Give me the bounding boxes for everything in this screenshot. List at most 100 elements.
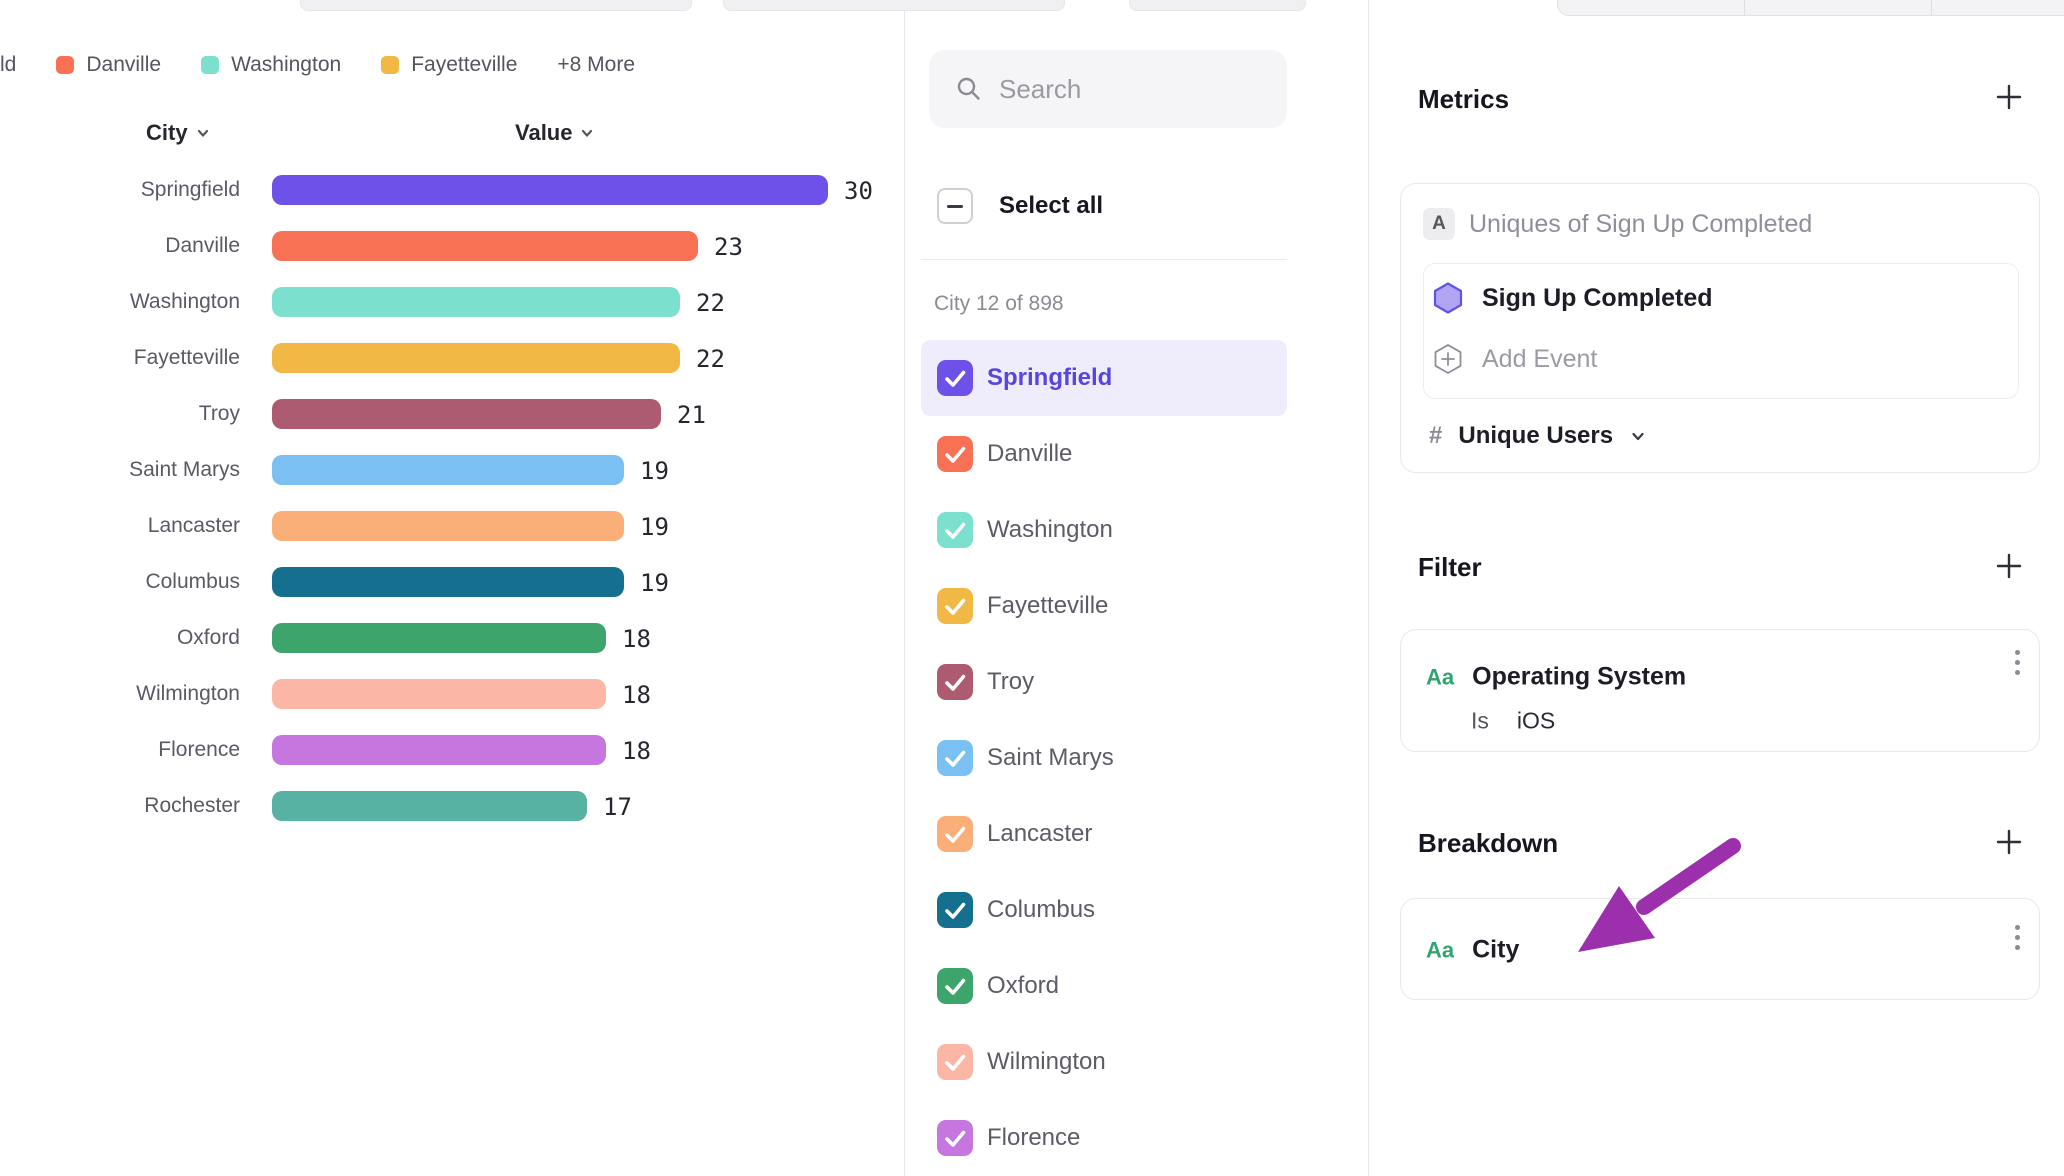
search-input[interactable] [997, 72, 1271, 106]
city-list-item[interactable]: Springfield [921, 340, 1287, 416]
city-label: Wilmington [987, 1048, 1106, 1075]
add-metric-button[interactable] [1994, 82, 2024, 112]
city-checkbox[interactable] [937, 740, 973, 776]
hash-icon: # [1429, 422, 1443, 449]
bar-value-label: 23 [714, 233, 743, 261]
city-checkbox[interactable] [937, 436, 973, 472]
bar[interactable] [272, 231, 698, 261]
legend-item[interactable]: Washington [201, 53, 341, 77]
city-checkbox[interactable] [937, 1120, 973, 1156]
column-header-value[interactable]: Value [515, 119, 595, 147]
search-icon [957, 77, 980, 100]
bar[interactable] [272, 287, 680, 317]
city-list-item[interactable]: Washington [921, 492, 1287, 568]
cutoff-toolbar-chip[interactable] [723, 0, 1065, 11]
measure-selector[interactable]: # Unique Users [1429, 422, 1647, 450]
bar[interactable] [272, 735, 606, 765]
segment-tab[interactable] [1745, 0, 1932, 15]
cutoff-toolbar-chip[interactable] [1129, 0, 1306, 11]
check-icon [945, 750, 966, 767]
filter-kebab-menu[interactable] [2005, 650, 2029, 675]
city-checkbox[interactable] [937, 664, 973, 700]
legend-item[interactable]: Danville [56, 53, 161, 77]
city-list-item[interactable]: Florence [921, 1100, 1287, 1176]
legend-swatch [201, 56, 220, 74]
segment-tab[interactable] [1932, 0, 2064, 15]
add-event-label: Add Event [1482, 344, 1598, 373]
legend-item[interactable]: Fayetteville [381, 53, 517, 77]
check-icon [945, 978, 966, 995]
breakdown-kebab-menu[interactable] [2005, 925, 2029, 950]
city-checkbox[interactable] [937, 816, 973, 852]
bar-value-label: 18 [622, 625, 651, 653]
bar[interactable] [272, 623, 606, 653]
add-breakdown-button[interactable] [1994, 827, 2024, 857]
legend-label: Danville [86, 53, 162, 76]
city-selector-panel: Select all City 12 of 898 Springfield Dan… [904, 0, 1369, 1176]
city-list-item[interactable]: Fayetteville [921, 568, 1287, 644]
city-list-item[interactable]: Columbus [921, 872, 1287, 948]
bar[interactable] [272, 175, 828, 205]
event-name: Sign Up Completed [1482, 283, 1713, 312]
select-all-label: Select all [999, 192, 1104, 219]
city-label: Washington [987, 516, 1113, 543]
search-box[interactable] [929, 50, 1287, 128]
city-list-item[interactable]: Danville [921, 416, 1287, 492]
select-all-row[interactable]: Select all [937, 188, 1103, 224]
city-checkbox[interactable] [937, 968, 973, 1004]
city-checkbox[interactable] [937, 360, 973, 396]
bar[interactable] [272, 455, 624, 485]
bar-value-label: 22 [696, 289, 725, 317]
chart-row: Washington 22 [0, 274, 904, 330]
legend-item-partial[interactable]: ld [0, 53, 17, 76]
add-event-row[interactable]: Add Event [1424, 342, 2018, 376]
bar[interactable] [272, 511, 624, 541]
add-filter-button[interactable] [1994, 551, 2024, 581]
bar-value-label: 18 [622, 737, 651, 765]
column-header-city[interactable]: City [146, 119, 211, 147]
city-checkbox[interactable] [937, 512, 973, 548]
breakdown-card[interactable]: Aa City [1400, 898, 2040, 1000]
city-checkbox[interactable] [937, 588, 973, 624]
metric-card[interactable]: A Uniques of Sign Up Completed Sign Up C… [1400, 183, 2040, 473]
bar[interactable] [272, 567, 624, 597]
check-icon [945, 1054, 966, 1071]
check-icon [945, 522, 966, 539]
bar[interactable] [272, 791, 587, 821]
check-icon [945, 446, 966, 463]
cutoff-segmented-control[interactable] [1557, 0, 2064, 16]
bar[interactable] [272, 343, 680, 373]
city-list-item[interactable]: Troy [921, 644, 1287, 720]
breakdown-property-row: Aa City [1426, 936, 1519, 965]
select-all-checkbox[interactable] [937, 188, 973, 224]
chart-row: Florence 18 [0, 722, 904, 778]
chart-row: Rochester 17 [0, 778, 904, 834]
filter-condition-row[interactable]: Is iOS [1471, 708, 1555, 735]
city-checkbox[interactable] [937, 1044, 973, 1080]
chart-row: Fayetteville 22 [0, 330, 904, 386]
city-label: Springfield [987, 364, 1113, 391]
city-checkbox[interactable] [937, 892, 973, 928]
city-list-item[interactable]: Lancaster [921, 796, 1287, 872]
city-list-item[interactable]: Saint Marys [921, 720, 1287, 796]
bar[interactable] [272, 399, 661, 429]
bar-value-label: 19 [640, 513, 669, 541]
city-label: Florence [987, 1124, 1081, 1151]
check-icon [945, 1130, 966, 1147]
city-list-item[interactable]: Wilmington [921, 1024, 1287, 1100]
legend-swatch [56, 56, 75, 74]
bar[interactable] [272, 679, 606, 709]
legend-swatch [381, 56, 400, 74]
city-label: Saint Marys [987, 744, 1114, 771]
cutoff-toolbar-chip[interactable] [300, 0, 692, 11]
city-list-item[interactable]: Oxford [921, 948, 1287, 1024]
chart-row: Lancaster 19 [0, 498, 904, 554]
legend-more-label[interactable]: +8 More [557, 53, 636, 76]
filter-card[interactable]: Aa Operating System Is iOS [1400, 629, 2040, 752]
chart-row: Columbus 19 [0, 554, 904, 610]
event-row[interactable]: Sign Up Completed [1424, 281, 2018, 315]
bar-value-label: 22 [696, 345, 725, 373]
segment-tab[interactable] [1558, 0, 1745, 15]
bar-value-label: 19 [640, 569, 669, 597]
check-icon [945, 902, 966, 919]
